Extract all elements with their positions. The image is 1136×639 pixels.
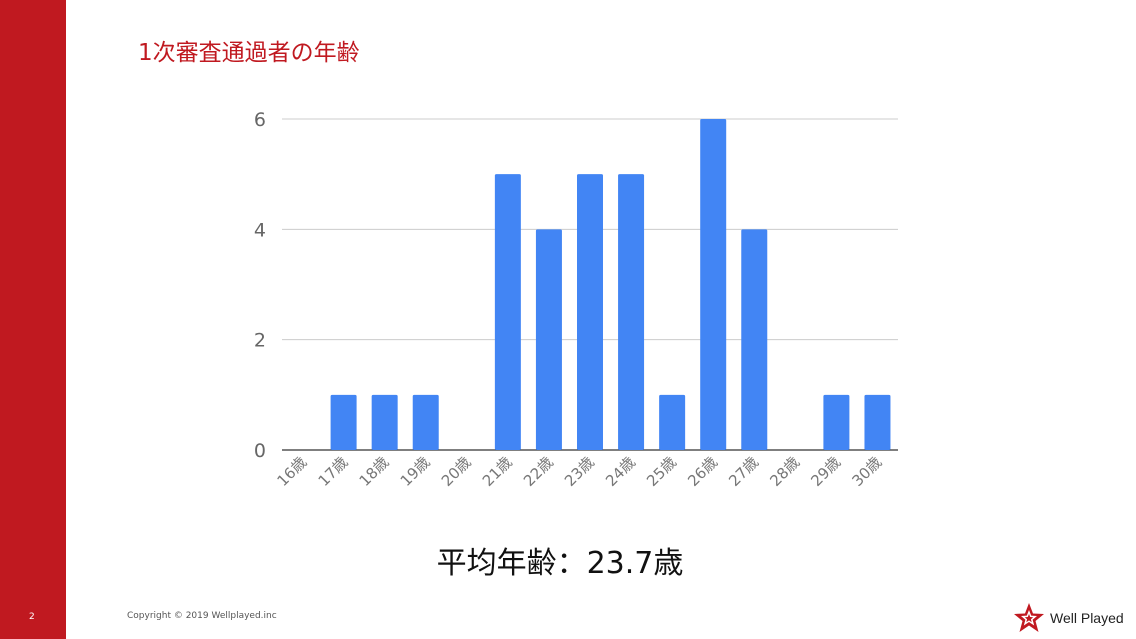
average-age-summary: 平均年齢：23.7歳 [0, 538, 1136, 582]
star-logo-icon [1014, 603, 1044, 632]
bar [864, 394, 891, 450]
copyright-text: Copyright © 2019 Wellplayed.inc [127, 611, 277, 621]
y-tick-label: 2 [254, 330, 266, 352]
x-tick-label: 17歳 [315, 453, 352, 490]
bar [577, 174, 603, 450]
average-age-text: 平均年齢：23.7歳 [436, 546, 684, 581]
bar [741, 229, 768, 450]
side-accent-bar [0, 0, 66, 639]
x-tick-label: 29歳 [807, 453, 844, 490]
chart-bars [330, 119, 891, 450]
chart-x-axis: 16歳 17歳 18歳 19歳 20歳 21歳 22歳 23歳 24歳 25歳 26歳 27歳 28歳 2… [274, 453, 886, 490]
slide-title: 1次審査通過者の年齢 [138, 40, 360, 66]
x-tick-label: 25歳 [643, 453, 680, 490]
bar [700, 119, 727, 450]
bar [535, 229, 562, 450]
x-tick-label: 21歳 [479, 453, 516, 490]
x-tick-label: 26歳 [684, 453, 721, 490]
x-tick-label: 20歳 [438, 453, 475, 490]
chart-y-axis: 0 2 4 6 [254, 109, 266, 462]
x-tick-label: 18歳 [356, 453, 393, 490]
y-tick-label: 6 [254, 109, 266, 131]
bar [618, 174, 645, 450]
brand: Well Played [1012, 601, 1124, 635]
bar [494, 174, 521, 450]
x-tick-label: 24歳 [602, 453, 639, 490]
page-number: 2 [29, 612, 35, 622]
x-tick-label: 23歳 [561, 453, 598, 490]
x-tick-label: 30歳 [848, 453, 885, 490]
brand-name: Well Played [1050, 610, 1124, 626]
x-tick-label: 22歳 [520, 453, 557, 490]
bar [659, 394, 686, 450]
y-tick-label: 4 [254, 219, 266, 241]
bar [823, 394, 850, 450]
x-tick-label: 19歳 [397, 453, 434, 490]
bar [412, 394, 439, 450]
y-tick-label: 0 [254, 440, 266, 462]
x-tick-label: 28歳 [766, 453, 803, 490]
bar [330, 394, 357, 450]
x-tick-label: 16歳 [274, 453, 311, 490]
x-tick-label: 27歳 [725, 453, 762, 490]
bar [371, 394, 398, 450]
